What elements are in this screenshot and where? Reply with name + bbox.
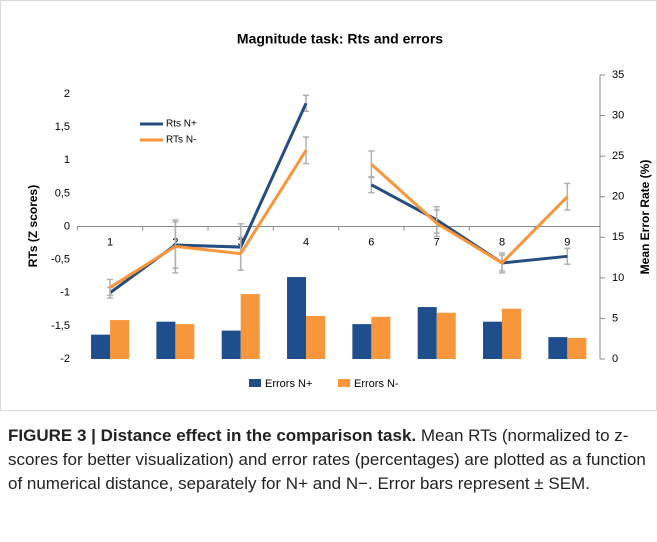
y2-axis-label: Mean Error Rate (%) (638, 160, 652, 275)
bar (436, 312, 456, 359)
bar (352, 324, 372, 359)
bar (110, 320, 130, 359)
y2-tick-label: 35 (612, 69, 624, 81)
y-tick-label: -1,5 (51, 320, 70, 332)
y-tick-label: 0 (64, 220, 70, 232)
caption-title: FIGURE 3 | Distance effect in the compar… (8, 426, 417, 445)
x-tick-label: 8 (499, 236, 505, 248)
y-tick-label: -1 (60, 287, 70, 299)
y2-tick-label: 0 (612, 353, 618, 365)
y-tick-label: -2 (60, 353, 70, 365)
bar (483, 321, 503, 359)
line-series (109, 102, 308, 294)
chart: Magnitude task: Rts and errors RTs (Z sc… (0, 0, 657, 411)
x-tick-label: 1 (107, 236, 113, 248)
caption: FIGURE 3 | Distance effect in the compar… (8, 424, 648, 496)
bar (306, 315, 326, 359)
y2-tick-label: 30 (612, 109, 624, 121)
bar (287, 277, 307, 359)
line-series (370, 163, 569, 265)
bar (567, 337, 587, 359)
bar (502, 308, 522, 359)
legend-label: RTs N- (166, 135, 196, 146)
y2-tick-label: 15 (612, 231, 624, 243)
y2-tick-label: 10 (612, 272, 624, 284)
bar (221, 330, 241, 359)
y-axis-label: RTs (Z scores) (26, 185, 40, 267)
y-tick-label: 0,5 (55, 187, 70, 199)
bar (371, 316, 391, 359)
y2-tick-label: 5 (612, 312, 618, 324)
y2-tick-label: 20 (612, 191, 624, 203)
y-tick-label: -0,5 (51, 254, 70, 266)
legend-label: Errors N- (354, 378, 399, 390)
bar (156, 321, 176, 359)
caption-text: Mean RTs (normalized to z-scores for bet… (8, 426, 646, 493)
y-tick-label: 1,5 (55, 121, 70, 133)
x-tick-label: 7 (434, 236, 440, 248)
legend-swatch (249, 379, 261, 387)
legend-label: Rts N+ (166, 119, 197, 130)
y-tick-label: 2 (64, 88, 70, 100)
bar (417, 307, 437, 359)
bar (240, 294, 260, 359)
x-tick-label: 4 (303, 236, 309, 248)
bar (91, 334, 111, 359)
x-tick-label: 9 (564, 236, 570, 248)
line-series (109, 149, 308, 289)
legend-label: Errors N+ (265, 378, 312, 390)
x-tick-label: 6 (368, 236, 374, 248)
legend-swatch (338, 379, 350, 387)
bar (548, 337, 568, 359)
y2-tick-label: 25 (612, 150, 624, 162)
bar (175, 324, 195, 359)
y-tick-label: 1 (64, 154, 70, 166)
chart-title: Magnitude task: Rts and errors (237, 31, 443, 47)
